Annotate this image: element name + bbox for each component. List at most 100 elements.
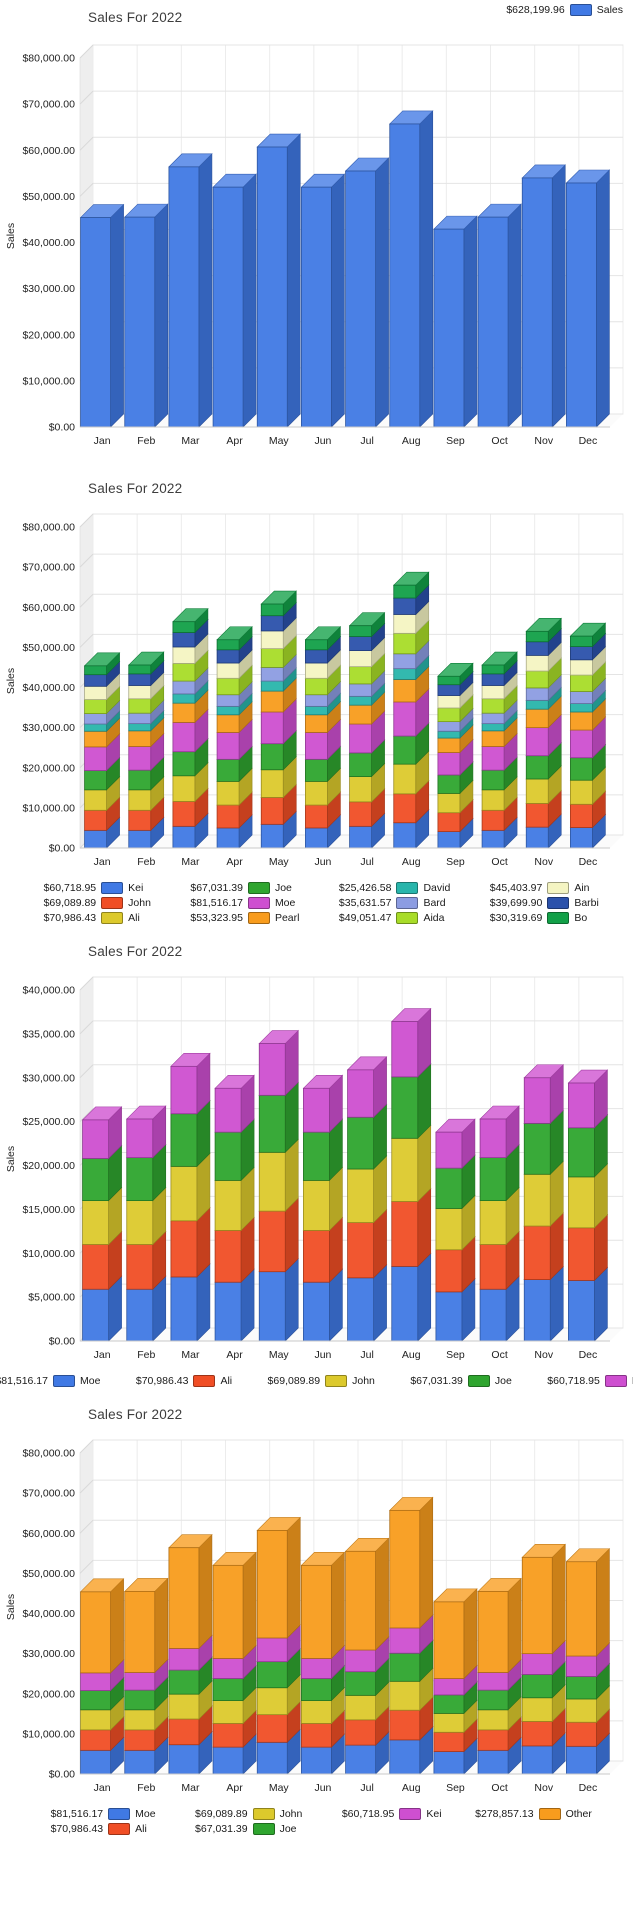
segment-front-face — [84, 730, 107, 748]
segment-other-Apr — [212, 1551, 257, 1660]
segment-front-face — [433, 1713, 465, 1733]
segment-front-face — [301, 186, 332, 428]
segment-front-face — [566, 1745, 597, 1775]
segment-front-face — [435, 1291, 463, 1342]
segment-front-face — [349, 704, 372, 725]
segment-front-face — [570, 711, 593, 731]
x-tick-label: Mar — [181, 856, 200, 868]
gridline-wall-diagonal — [79, 1439, 94, 1454]
segment-front-face — [349, 801, 372, 827]
segment-front-face — [124, 1689, 156, 1711]
bar-Sep — [433, 1588, 478, 1775]
segment-front-face — [437, 730, 461, 739]
x-tick-label: Jul — [360, 856, 373, 868]
legend-swatch — [547, 882, 570, 894]
segment-front-face — [258, 1043, 286, 1096]
segment-front-face — [168, 166, 200, 428]
segment-front-face — [566, 1721, 597, 1747]
segment-bo-Jun — [304, 626, 342, 651]
segment-front-face — [80, 1672, 111, 1691]
segment-kei-Apr — [214, 1074, 255, 1133]
segment-side-face — [331, 173, 345, 428]
legend-value: $70,986.43 — [50, 1823, 104, 1835]
legend-name: Ali — [128, 912, 140, 924]
x-tick-label: Sep — [446, 1349, 465, 1361]
segment-front-face — [525, 630, 549, 643]
legend-name: Moe — [80, 1375, 101, 1387]
segment-front-face — [391, 1137, 419, 1202]
segment-side-face — [375, 1537, 389, 1651]
segment-front-face — [124, 216, 156, 428]
segment-other-Jan — [79, 1578, 125, 1674]
x-tick-label: Dec — [579, 856, 598, 868]
segment-bo-Aug — [393, 571, 430, 599]
segment-front-face — [570, 691, 593, 704]
bar-Sep — [437, 662, 474, 849]
segment-front-face — [305, 714, 328, 733]
segment-front-face — [433, 1694, 465, 1714]
segment-front-face — [84, 713, 107, 725]
segment-front-face — [349, 683, 372, 697]
segment-other-Oct — [477, 1577, 522, 1674]
segment-front-face — [305, 662, 328, 679]
segment-front-face — [128, 698, 152, 714]
segment-front-face — [124, 1729, 156, 1751]
bar-Sep — [435, 1118, 476, 1342]
segment-front-face — [80, 1591, 111, 1674]
segment-ali-Aug — [393, 750, 430, 795]
segment-kei-Feb — [126, 1105, 167, 1159]
segment-other-Jun — [300, 1551, 346, 1660]
segment-other-Jul — [344, 1537, 390, 1651]
segment-front-face — [128, 809, 152, 831]
legend-swatch — [396, 912, 419, 924]
segment-front-face — [393, 822, 417, 849]
segment-front-face — [345, 1649, 376, 1673]
segment-front-face — [566, 1561, 597, 1657]
legend-swatch — [247, 912, 270, 924]
segment-front-face — [433, 228, 465, 428]
segment-front-face — [303, 1180, 330, 1231]
segment-front-face — [216, 705, 240, 716]
segment-front-face — [260, 711, 284, 745]
segment-front-face — [84, 746, 107, 771]
x-tick-label: May — [269, 1349, 290, 1361]
segment-front-face — [80, 1709, 111, 1731]
segment-front-face — [349, 776, 372, 803]
segment-front-face — [124, 1672, 156, 1691]
segment-front-face — [437, 684, 461, 696]
legend-swatch — [396, 882, 419, 894]
legend-item-sales: $628,199.96 Sales — [506, 4, 623, 16]
legend-swatch — [569, 4, 592, 16]
segment-front-face — [256, 1637, 288, 1663]
legend-name: Moe — [135, 1808, 156, 1820]
segment-front-face — [568, 1082, 595, 1129]
segment-front-face — [258, 1271, 286, 1342]
segment-front-face — [260, 630, 284, 649]
chart-sales-by-seller-all: Sales For 2022 $0.00 $10,000.00 $20,000.00… — [0, 473, 633, 924]
segment-side-face — [154, 203, 169, 428]
segment-front-face — [216, 732, 240, 760]
segment-front-face — [477, 1672, 509, 1691]
segment-front-face — [84, 699, 107, 714]
segment-front-face — [389, 1709, 421, 1741]
segment-front-face — [433, 1678, 465, 1696]
sales-by-seller-plot: $0.00 $10,000.00 $20,000.00 $30,000.00 $40,0… — [5, 513, 624, 868]
segment-front-face — [216, 758, 240, 782]
legend-swatch — [325, 1375, 348, 1387]
x-tick-label: Dec — [579, 435, 598, 447]
segment-front-face — [170, 1113, 198, 1167]
segment-kei-Jan — [81, 1106, 123, 1160]
segment-front-face — [303, 1230, 330, 1283]
y-tick-label: $30,000.00 — [22, 722, 75, 734]
bars — [79, 110, 611, 428]
segment-front-face — [305, 639, 328, 651]
segment-front-face — [393, 679, 417, 703]
y-tick-label: $5,000.00 — [28, 1292, 75, 1304]
segment-front-face — [391, 1076, 419, 1139]
x-tick-label: Oct — [491, 856, 507, 868]
legend-name: Bo — [574, 912, 588, 924]
segment-front-face — [525, 687, 549, 701]
segment-front-face — [80, 1729, 111, 1751]
legend-name: Ali — [220, 1375, 233, 1387]
segment-front-face — [345, 170, 376, 428]
